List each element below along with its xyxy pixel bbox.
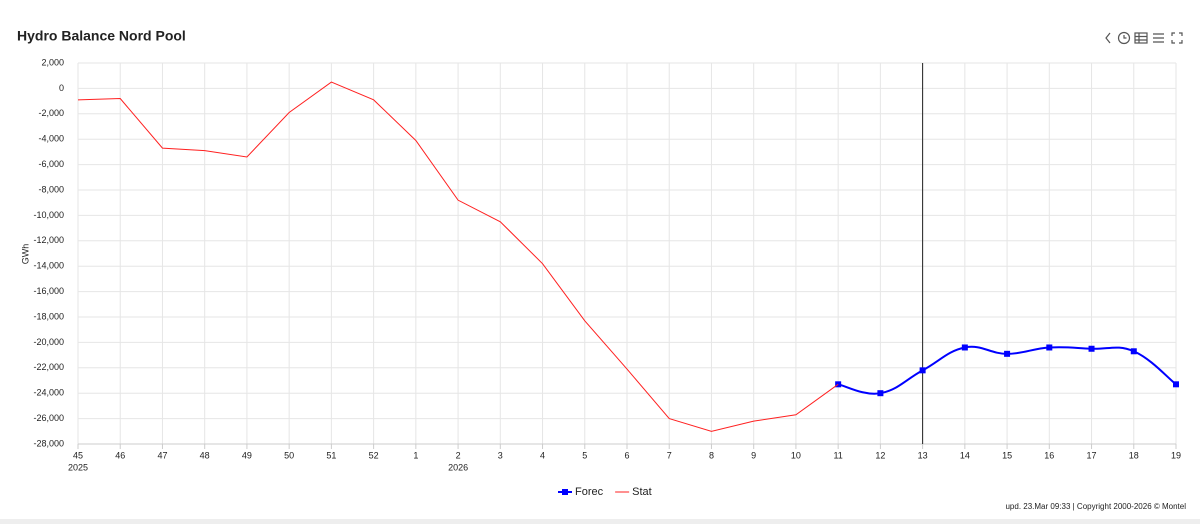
toolbar [1105, 31, 1183, 45]
y-tick-label: -2,000 [38, 108, 64, 118]
x-tick-label: 16 [1044, 450, 1054, 460]
x-tick-label: 8 [709, 450, 714, 460]
point-marker [877, 390, 884, 397]
x-tick-label: 5 [582, 450, 587, 460]
x-tick-label: 12 [875, 450, 885, 460]
point-marker [1046, 344, 1053, 351]
bottom-border [0, 519, 1200, 524]
x-tick-label: 3 [498, 450, 503, 460]
y-tick-label: -18,000 [33, 311, 64, 321]
y-tick-label: 2,000 [41, 57, 64, 67]
x-tick-label: 4 [540, 450, 545, 460]
x-tick-label: 13 [918, 450, 928, 460]
y-tick-label: -16,000 [33, 286, 64, 296]
point-marker [961, 344, 968, 351]
y-tick-label: -14,000 [33, 261, 64, 271]
x-year-label: 2026 [448, 462, 468, 472]
x-tick-label: 15 [1002, 450, 1012, 460]
y-tick-label: -10,000 [33, 210, 64, 220]
x-tick-label: 48 [200, 450, 210, 460]
x-tick-label: 6 [624, 450, 629, 460]
y-tick-label: -26,000 [33, 413, 64, 423]
x-tick-label: 19 [1171, 450, 1181, 460]
y-tick-label: -20,000 [33, 337, 64, 347]
x-tick-label: 47 [157, 450, 167, 460]
x-tick-label: 1 [413, 450, 418, 460]
history-icon[interactable] [1117, 31, 1131, 45]
x-tick-label: 17 [1087, 450, 1097, 460]
point-marker [919, 367, 926, 374]
menu-icon[interactable] [1153, 33, 1164, 43]
legend-label: Forec [575, 486, 604, 498]
fullscreen-icon[interactable] [1171, 32, 1183, 44]
y-axis-title: GWh [20, 244, 30, 265]
back-icon[interactable] [1105, 32, 1111, 44]
x-tick-label: 52 [369, 450, 379, 460]
y-tick-label: -8,000 [38, 184, 64, 194]
legend-label: Stat [632, 486, 652, 498]
x-tick-label: 7 [667, 450, 672, 460]
y-tick-label: -4,000 [38, 134, 64, 144]
legend-marker [562, 489, 568, 495]
x-year-label: 2025 [68, 462, 88, 472]
x-tick-label: 18 [1129, 450, 1139, 460]
legend-item[interactable]: Forec [558, 486, 604, 498]
y-tick-label: -28,000 [33, 438, 64, 448]
table-icon[interactable] [1134, 32, 1148, 44]
point-marker [1130, 348, 1137, 355]
footer: upd. 23.Mar 09:33 | Copyright 2000-2026 … [1005, 502, 1186, 511]
point-marker [1004, 350, 1011, 357]
y-tick-label: -6,000 [38, 159, 64, 169]
x-tick-label: 10 [791, 450, 801, 460]
x-tick-label: 50 [284, 450, 294, 460]
x-tick-label: 45 [73, 450, 83, 460]
chart-title: Hydro Balance Nord Pool [17, 28, 186, 44]
point-marker [1173, 381, 1179, 388]
x-tick-label: 51 [326, 450, 336, 460]
x-tick-label: 2 [456, 450, 461, 460]
x-tick-label: 46 [115, 450, 125, 460]
x-tick-label: 9 [751, 450, 756, 460]
y-tick-label: -24,000 [33, 388, 64, 398]
x-tick-label: 14 [960, 450, 970, 460]
x-tick-label: 11 [833, 450, 842, 460]
point-marker [1088, 345, 1095, 352]
y-tick-label: -12,000 [33, 235, 64, 245]
x-tick-label: 49 [242, 450, 252, 460]
series-line [77, 81, 839, 432]
y-tick-label: 0 [59, 83, 64, 93]
legend-item[interactable]: Stat [615, 486, 652, 498]
y-tick-label: -22,000 [33, 362, 64, 372]
